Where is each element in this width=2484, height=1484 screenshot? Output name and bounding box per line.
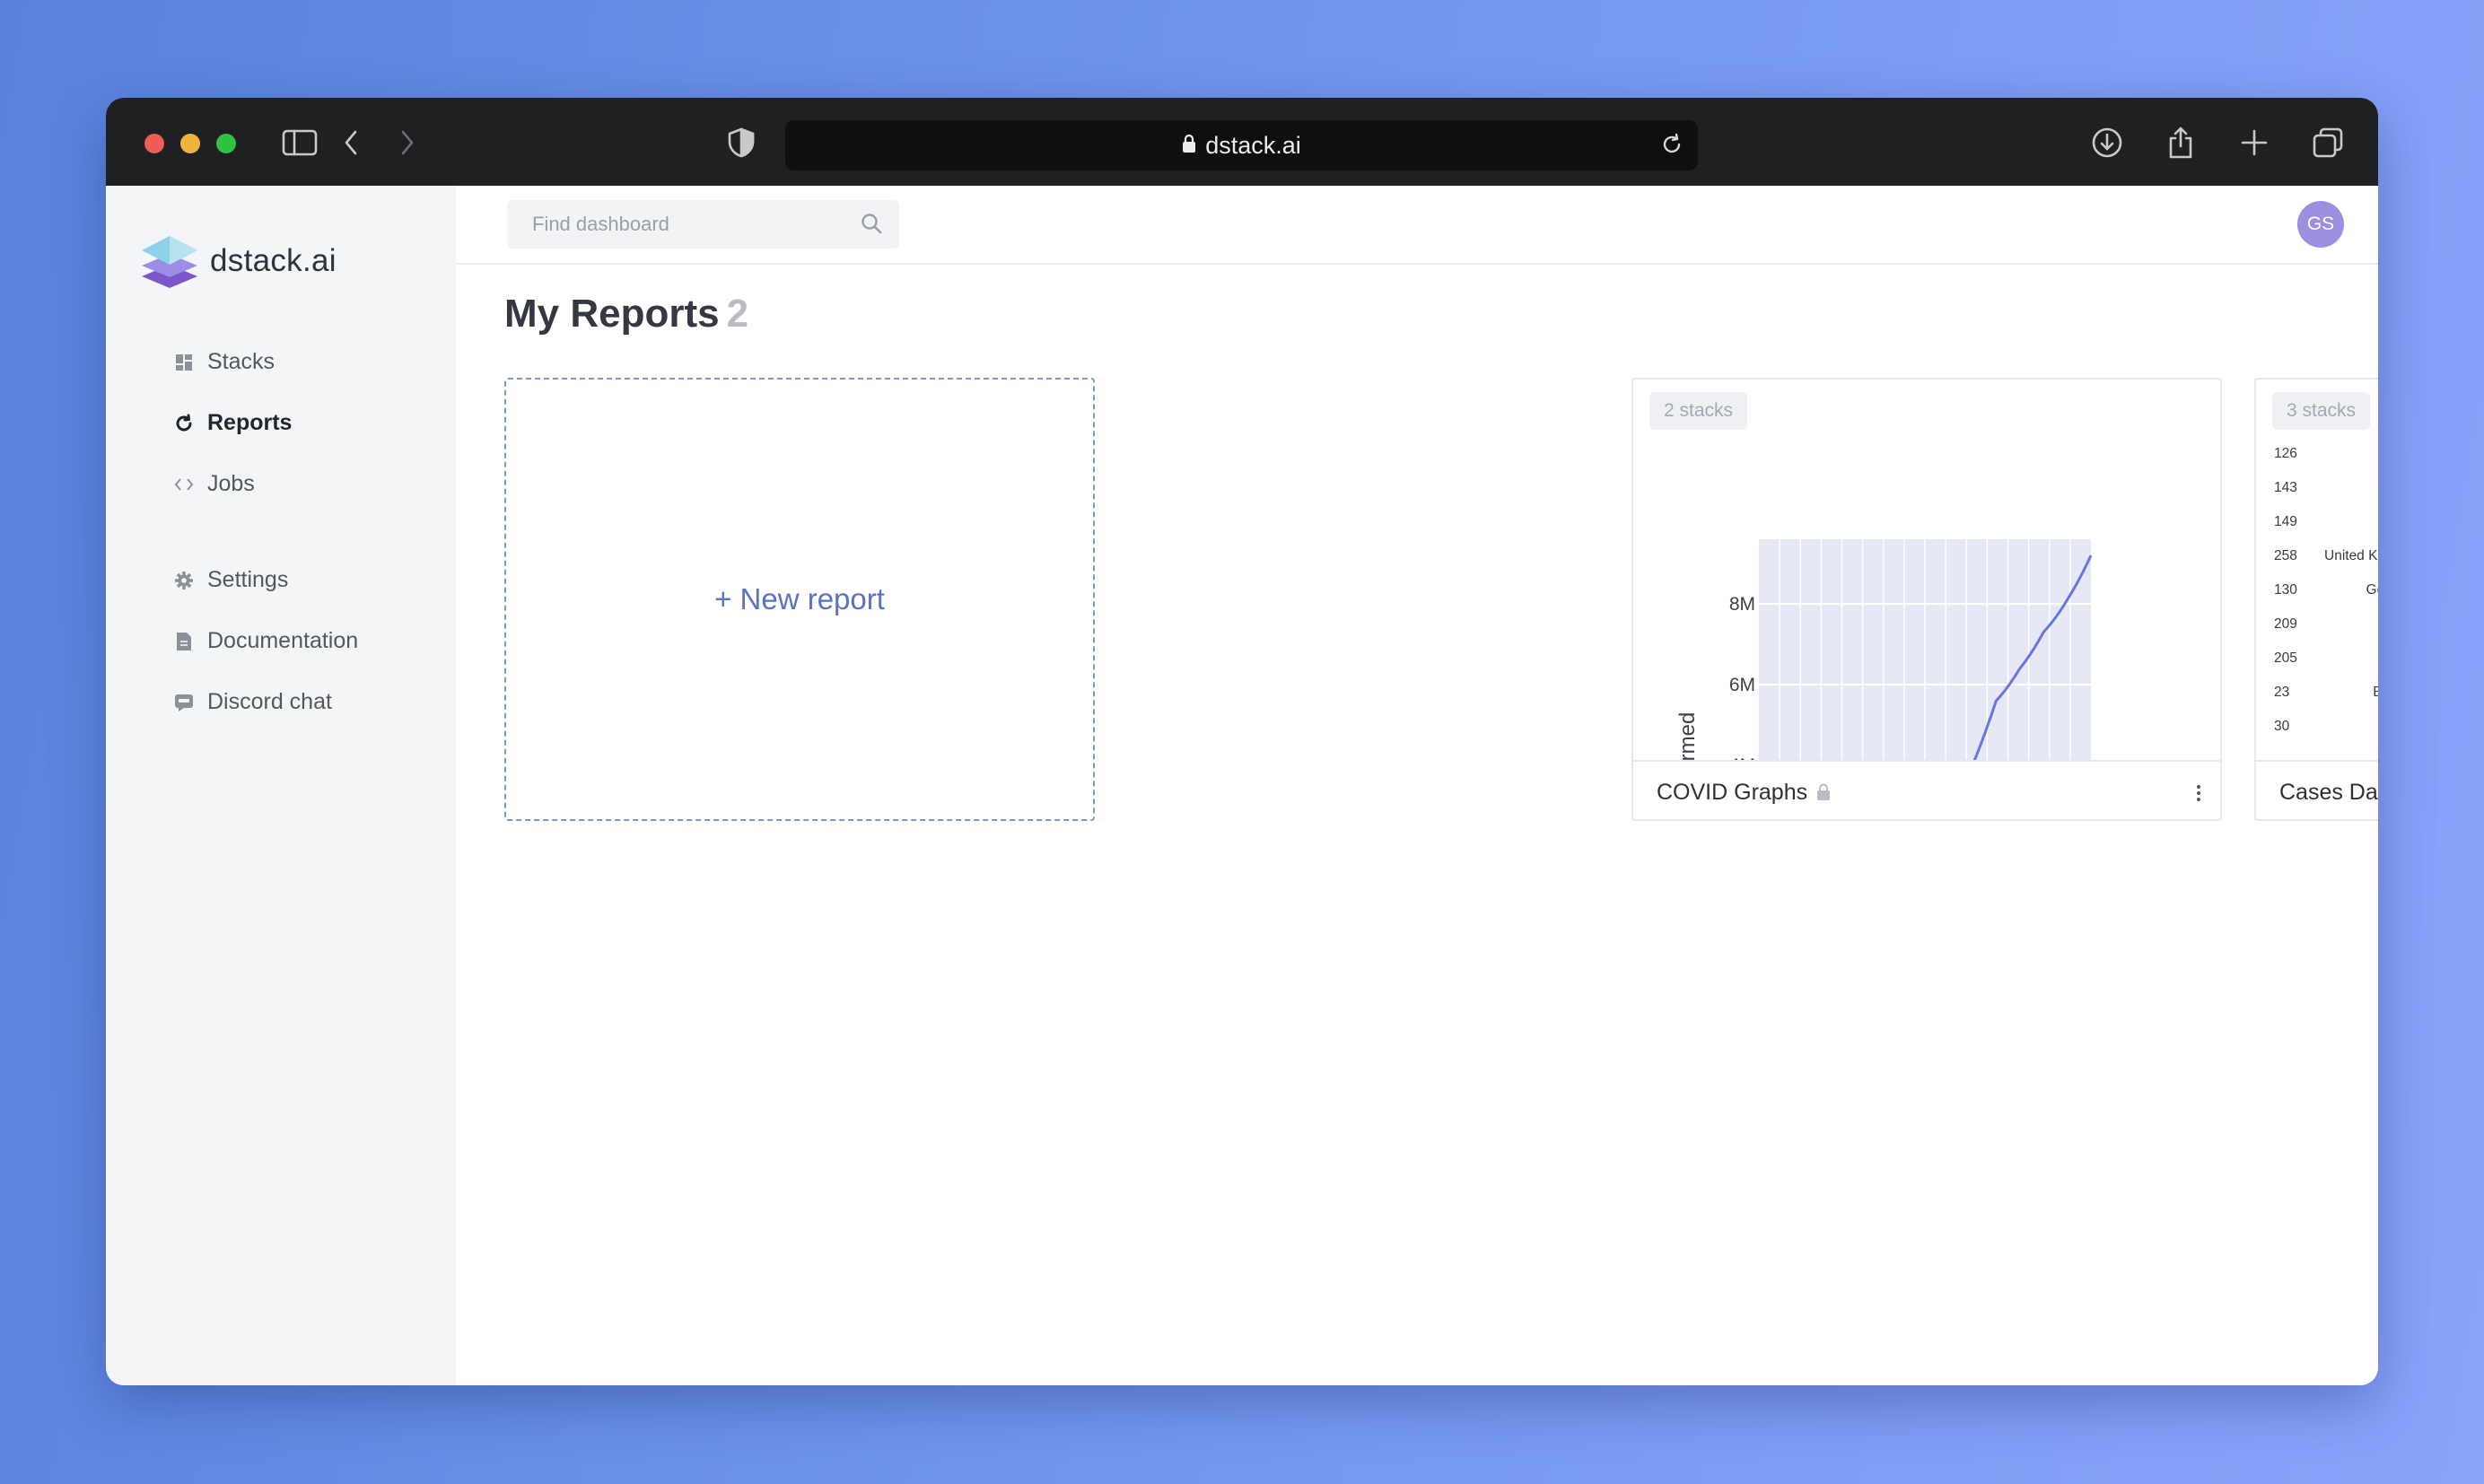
code-icon xyxy=(173,474,195,495)
new-tab-icon[interactable] xyxy=(2235,123,2274,162)
chat-icon xyxy=(173,692,195,713)
y-tick-label: 6M xyxy=(1729,675,1755,695)
lock-icon xyxy=(1816,783,1831,801)
avatar[interactable]: GS xyxy=(2297,201,2344,248)
sidebar: dstack.ai Stacks Reports Jobs Settings xyxy=(106,186,456,1385)
table-cell: Belgium xyxy=(2317,676,2378,710)
sidebar-item-label: Discord chat xyxy=(207,689,332,714)
card-preview: 2 stacks 4M 6M 8M Confirmed xyxy=(1633,380,2220,760)
table-row: 130Germany531790552060202700.03811654976… xyxy=(2267,573,2378,607)
covid-line-chart: 4M 6M 8M Confirmed xyxy=(1675,539,2093,760)
table-row: 149Italy679430709335299050.0440148359654… xyxy=(2267,505,2378,539)
top-bar: GS xyxy=(456,186,2378,265)
table-cell: 23 xyxy=(2274,685,2290,700)
report-card-covid-graphs[interactable]: 2 stacks 4M 6M 8M Confirmed COVID Graphs xyxy=(1631,378,2222,821)
page-title-text: My Reports xyxy=(504,292,720,336)
y-axis-label: Confirmed xyxy=(1675,712,1700,760)
search-box xyxy=(507,200,899,249)
cases-table: Region10/31/2011/1/20deltadelta% US91254… xyxy=(2267,381,2378,744)
card-preview: 3 stacks Region10/31/2011/1/20deltadelta… xyxy=(2256,380,2378,760)
back-icon[interactable] xyxy=(332,123,372,162)
sidebar-item-label: Documentation xyxy=(207,628,359,653)
table-row: 126France13730361419326462900.0337136098… xyxy=(2267,437,2378,471)
report-card-cases-data[interactable]: 3 stacks Region10/31/2011/1/20deltadelta… xyxy=(2254,378,2378,821)
reload-icon[interactable] xyxy=(1658,131,1685,164)
logo-text: dstack.ai xyxy=(210,243,337,278)
sidebar-item-documentation[interactable]: Documentation xyxy=(173,628,358,654)
table-cell: France xyxy=(2317,437,2378,471)
table-row: 30Brazil55356055545705101000.00182455214… xyxy=(2267,710,2378,744)
table-cell: 143 xyxy=(2274,480,2297,495)
table-cell: Italy xyxy=(2317,505,2378,539)
page-title: My Reports 2 xyxy=(504,292,748,336)
table-cell: 149 xyxy=(2274,514,2297,529)
search-input[interactable] xyxy=(507,213,848,236)
tab-overview-icon[interactable] xyxy=(2308,123,2348,162)
series-line xyxy=(1972,554,2093,760)
sidebar-toggle-icon[interactable] xyxy=(280,123,319,162)
card-title: COVID Graphs xyxy=(1657,779,1808,805)
table-row: 143India81840828229313452310.00552670415… xyxy=(2267,471,2378,505)
minimize-window-button[interactable] xyxy=(180,134,200,153)
table-cell: 205 xyxy=(2274,650,2297,666)
share-icon[interactable] xyxy=(2161,123,2200,162)
gear-icon xyxy=(173,570,195,591)
table-cell: Russia xyxy=(2317,607,2378,642)
table-cell: 130 xyxy=(2274,582,2297,598)
table-cell: United Kingdom xyxy=(2324,548,2378,563)
grid-icon xyxy=(173,352,195,373)
y-tick-label: 8M xyxy=(1729,594,1755,615)
card-footer: Cases Data xyxy=(2256,760,2378,819)
card-footer: COVID Graphs xyxy=(1633,760,2220,819)
stacks-badge: 2 stacks xyxy=(1649,392,1748,430)
table-row: 205Poland362731379902171710.047338110059… xyxy=(2267,642,2378,676)
dstack-logo[interactable]: dstack.ai xyxy=(138,232,337,290)
sidebar-item-discord-chat[interactable]: Discord chat xyxy=(173,689,332,715)
table-cell: 258 xyxy=(2274,548,2297,563)
address-bar-url: dstack.ai xyxy=(1205,131,1301,159)
report-count: 2 xyxy=(726,292,749,336)
sidebar-item-stacks[interactable]: Stacks xyxy=(173,349,275,375)
table-cell: 30 xyxy=(2274,719,2290,734)
stacks-badge: 3 stacks xyxy=(2272,392,2371,430)
sidebar-item-label: Settings xyxy=(207,567,289,592)
forward-icon[interactable] xyxy=(387,123,426,162)
browser-toolbar: dstack.ai xyxy=(106,98,2378,186)
table-body: US91254829206975814930.00893026801214445… xyxy=(2267,403,2378,744)
shield-icon[interactable] xyxy=(722,123,761,162)
address-bar[interactable]: dstack.ai xyxy=(785,120,1698,170)
lock-icon xyxy=(1182,132,1196,160)
sidebar-item-jobs[interactable]: Jobs xyxy=(173,471,255,497)
table-row: 209Russia16062671624648183810.0114433030… xyxy=(2267,607,2378,642)
table-cell: Brazil xyxy=(2317,710,2378,744)
sidebar-item-settings[interactable]: Settings xyxy=(173,567,288,593)
search-icon[interactable] xyxy=(860,212,883,240)
sidebar-item-label: Stacks xyxy=(207,349,276,374)
sidebar-item-reports[interactable]: Reports xyxy=(173,410,292,436)
card-title: Cases Data xyxy=(2279,779,2378,805)
close-window-button[interactable] xyxy=(144,134,164,153)
maximize-window-button[interactable] xyxy=(216,134,236,153)
download-icon[interactable] xyxy=(2087,123,2127,162)
new-report-button[interactable]: + New report xyxy=(504,378,1095,821)
more-options-icon[interactable] xyxy=(2190,780,2208,807)
dstack-logo-icon xyxy=(142,236,197,288)
document-icon xyxy=(173,631,195,652)
table-cell: Germany xyxy=(2366,582,2378,598)
table-cell: 126 xyxy=(2274,446,2297,461)
table-cell: 209 xyxy=(2274,616,2297,632)
browser-window: dstack.ai dstack.ai xyxy=(106,98,2378,1385)
y-tick-label: 4M xyxy=(1729,755,1755,760)
table-row: 23Belgium429229441018117890.027465525395… xyxy=(2267,676,2378,710)
sidebar-item-label: Reports xyxy=(207,410,293,435)
sidebar-item-label: Jobs xyxy=(207,471,255,496)
table-cell: Poland xyxy=(2317,642,2378,676)
table-cell: India xyxy=(2317,471,2378,505)
refresh-icon xyxy=(173,413,195,434)
